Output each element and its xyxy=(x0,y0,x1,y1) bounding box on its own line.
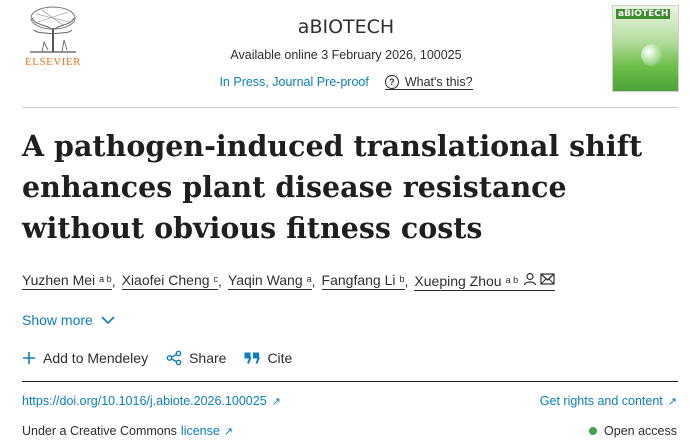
author-affiliation: c xyxy=(213,274,219,284)
author-name: Fangfang Li xyxy=(321,272,396,288)
author-separator: , xyxy=(111,273,116,289)
author-link[interactable]: Xiaofei Cheng c xyxy=(121,272,219,290)
doi-link[interactable]: https://doi.org/10.1016/j.abiote.2026.10… xyxy=(22,394,281,408)
author-link[interactable]: Yaqin Wang a xyxy=(227,272,312,290)
cover-title: aBIOTECH xyxy=(616,9,671,19)
doi-url: https://doi.org/10.1016/j.abiote.2026.10… xyxy=(22,394,267,408)
open-access-label: Open access xyxy=(604,424,677,438)
corresponding-author-link[interactable]: Xueping Zhou a b xyxy=(414,272,556,291)
add-to-mendeley-label: Add to Mendeley xyxy=(43,350,149,366)
quote-icon xyxy=(244,352,261,364)
author-link[interactable]: Yuzhen Mei a b xyxy=(22,272,112,290)
author-list: Yuzhen Mei a b , Xiaofei Cheng c , Yaqin… xyxy=(22,270,556,292)
open-access-badge: Open access xyxy=(589,424,677,438)
author-affiliation: b xyxy=(399,274,405,284)
envelope-icon xyxy=(540,272,555,285)
author-separator: , xyxy=(218,273,222,289)
person-icon xyxy=(524,272,537,285)
add-to-mendeley-button[interactable]: Add to Mendeley xyxy=(22,350,148,366)
author-link[interactable]: Fangfang Li b xyxy=(321,272,405,290)
whats-this-button[interactable]: ? What's this? xyxy=(384,74,473,90)
license-link-label: license xyxy=(180,424,220,438)
show-more-label: Show more xyxy=(22,312,93,328)
share-button[interactable]: Share xyxy=(166,350,226,366)
chevron-down-icon xyxy=(101,315,115,324)
external-link-icon: ↗ xyxy=(223,425,234,438)
journal-title[interactable]: aBIOTECH xyxy=(297,16,395,38)
share-icon xyxy=(166,350,182,366)
publisher-name: ELSEVIER xyxy=(25,56,81,68)
article-title: A pathogen-induced translational shift e… xyxy=(22,129,643,245)
license-statement: Under a Creative Commons license ↗ xyxy=(22,424,233,438)
elsevier-tree-logo[interactable] xyxy=(22,4,84,74)
external-link-icon: ↗ xyxy=(667,395,677,408)
author-name: Xiaofei Cheng xyxy=(121,272,210,288)
question-mark-icon: ? xyxy=(384,74,399,89)
get-rights-label: Get rights and content xyxy=(539,394,663,408)
journal-info: aBIOTECH Available online 3 February 202… xyxy=(150,16,542,92)
get-rights-link[interactable]: Get rights and content ↗ xyxy=(540,394,677,408)
header-divider xyxy=(22,107,678,108)
in-press-link[interactable]: In Press, Journal Pre-proof xyxy=(219,75,369,89)
show-more-button[interactable]: Show more xyxy=(22,312,115,328)
article-status-row: In Press, Journal Pre-proof ? What's thi… xyxy=(150,72,542,92)
license-link[interactable]: license ↗ xyxy=(181,424,233,438)
actions-divider xyxy=(22,381,678,382)
author-affiliation: a b xyxy=(99,274,112,284)
article-header: ELSEVIER aBIOTECH Available online 3 Feb… xyxy=(0,0,691,100)
share-label: Share xyxy=(189,350,227,366)
author-separator: , xyxy=(311,273,316,289)
cite-label: Cite xyxy=(267,350,293,366)
author-contact-icons xyxy=(523,272,555,286)
available-online-date: Available online 3 February 2026, 100025 xyxy=(230,48,462,62)
author-affiliation: a xyxy=(306,274,312,284)
author-name: Yuzhen Mei xyxy=(22,272,96,288)
whats-this-label: What's this? xyxy=(404,74,473,89)
article-actions: Add to Mendeley Share Cite xyxy=(22,350,292,366)
license-prefix: Under a Creative Commons xyxy=(22,424,177,438)
external-link-icon: ↗ xyxy=(271,395,281,408)
journal-cover-image[interactable]: aBIOTECH xyxy=(612,5,679,92)
author-separator: , xyxy=(404,273,409,289)
cover-droplet-graphic xyxy=(641,44,663,66)
cite-button[interactable]: Cite xyxy=(244,350,292,366)
author-name: Yaqin Wang xyxy=(227,272,303,288)
open-access-dot-icon xyxy=(589,427,598,435)
plus-icon xyxy=(23,352,35,364)
author-name: Xueping Zhou xyxy=(414,272,502,289)
author-affiliation: a b xyxy=(505,274,519,285)
